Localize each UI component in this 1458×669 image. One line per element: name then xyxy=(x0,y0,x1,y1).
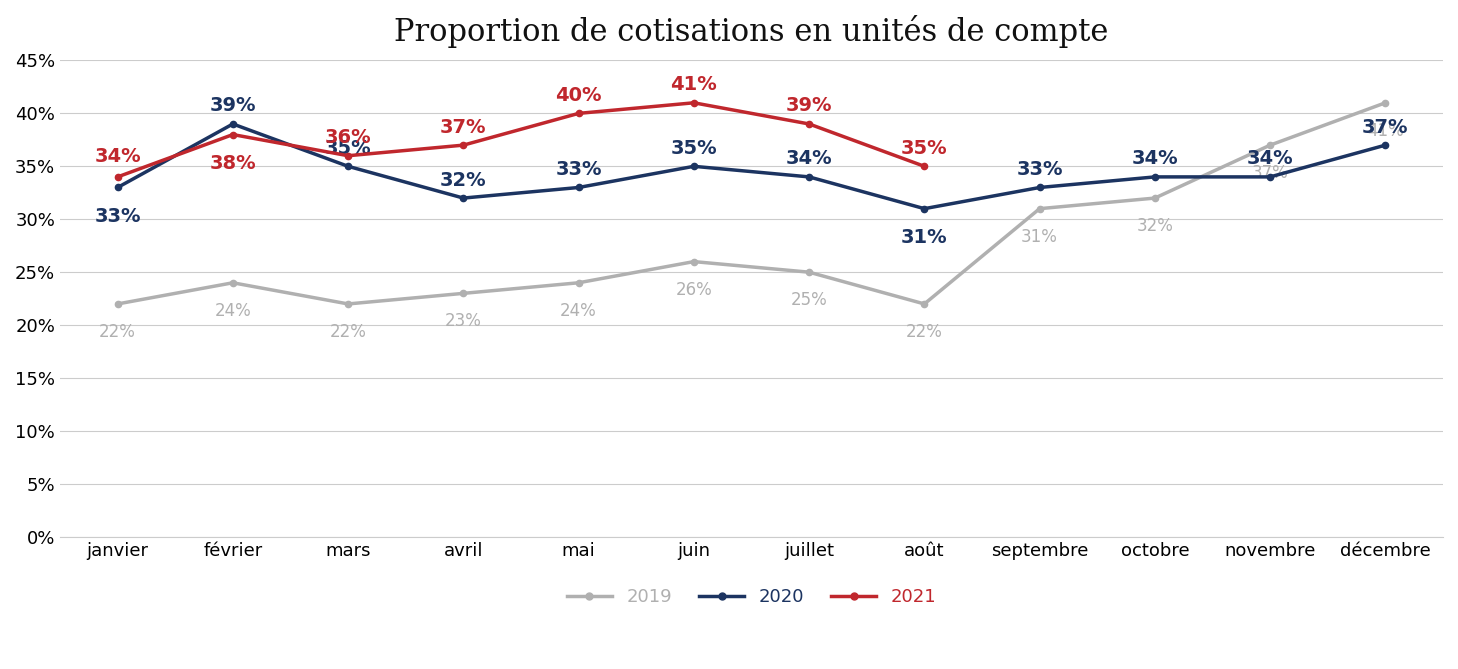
Text: 25%: 25% xyxy=(790,291,828,309)
Text: 38%: 38% xyxy=(210,154,257,173)
2021 xyxy=(685,99,703,107)
2021 xyxy=(570,109,588,117)
Text: 37%: 37% xyxy=(1362,118,1408,136)
Text: 24%: 24% xyxy=(560,302,596,320)
Text: 41%: 41% xyxy=(1368,122,1404,140)
2019 xyxy=(1261,141,1279,149)
Text: 37%: 37% xyxy=(1252,164,1289,182)
2021 xyxy=(109,173,127,181)
2020 xyxy=(1031,183,1048,191)
Text: 34%: 34% xyxy=(95,147,141,167)
Text: 34%: 34% xyxy=(1131,149,1178,169)
Text: 33%: 33% xyxy=(1016,160,1063,179)
Text: 35%: 35% xyxy=(325,139,372,158)
2019 xyxy=(1146,194,1163,202)
2021 xyxy=(800,120,818,128)
2020 xyxy=(916,205,933,213)
Text: 41%: 41% xyxy=(671,76,717,94)
2020 xyxy=(225,120,242,128)
Text: 33%: 33% xyxy=(95,207,141,225)
Line: 2021: 2021 xyxy=(115,100,927,180)
2020 xyxy=(1146,173,1163,181)
2020 xyxy=(1376,141,1394,149)
Text: 35%: 35% xyxy=(901,139,948,158)
Text: 36%: 36% xyxy=(325,128,372,147)
Line: 2019: 2019 xyxy=(115,100,1388,307)
Text: 39%: 39% xyxy=(210,96,257,116)
Text: 22%: 22% xyxy=(99,323,136,341)
Text: 31%: 31% xyxy=(1021,227,1059,246)
Legend: 2019, 2020, 2021: 2019, 2020, 2021 xyxy=(560,581,943,613)
2021 xyxy=(340,152,357,160)
Text: 31%: 31% xyxy=(901,227,948,247)
Line: 2020: 2020 xyxy=(115,121,1388,212)
2019 xyxy=(1376,99,1394,107)
2019 xyxy=(570,279,588,287)
2020 xyxy=(800,173,818,181)
2019 xyxy=(685,258,703,266)
2021 xyxy=(225,130,242,138)
2019 xyxy=(455,289,472,297)
2019 xyxy=(109,300,127,308)
2020 xyxy=(455,194,472,202)
Text: 32%: 32% xyxy=(1136,217,1174,235)
2019 xyxy=(340,300,357,308)
Text: 39%: 39% xyxy=(786,96,833,116)
Text: 35%: 35% xyxy=(671,139,717,158)
Text: 34%: 34% xyxy=(1247,149,1293,169)
2020 xyxy=(109,183,127,191)
2020 xyxy=(685,163,703,171)
2021 xyxy=(916,163,933,171)
Text: 26%: 26% xyxy=(675,281,713,298)
Text: 33%: 33% xyxy=(555,160,602,179)
Text: 40%: 40% xyxy=(555,86,602,105)
2019 xyxy=(800,268,818,276)
2020 xyxy=(340,163,357,171)
2021 xyxy=(455,141,472,149)
2020 xyxy=(570,183,588,191)
Text: 32%: 32% xyxy=(440,171,487,189)
Text: 22%: 22% xyxy=(330,323,366,341)
2019 xyxy=(1031,205,1048,213)
2019 xyxy=(225,279,242,287)
Text: 24%: 24% xyxy=(214,302,251,320)
Text: 34%: 34% xyxy=(786,149,833,169)
2019 xyxy=(916,300,933,308)
Text: 22%: 22% xyxy=(905,323,943,341)
Text: 23%: 23% xyxy=(445,312,481,330)
Title: Proportion de cotisations en unités de compte: Proportion de cotisations en unités de c… xyxy=(394,15,1108,48)
Text: 37%: 37% xyxy=(440,118,487,136)
2020 xyxy=(1261,173,1279,181)
